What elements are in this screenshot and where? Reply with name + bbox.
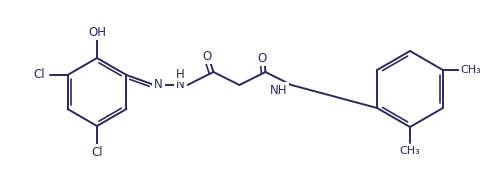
Text: N: N bbox=[154, 79, 163, 92]
Text: OH: OH bbox=[88, 25, 106, 39]
Text: CH₃: CH₃ bbox=[400, 146, 420, 156]
Text: N: N bbox=[176, 79, 185, 92]
Text: O: O bbox=[258, 52, 267, 64]
Text: NH: NH bbox=[270, 84, 287, 97]
Text: Cl: Cl bbox=[34, 68, 46, 81]
Text: O: O bbox=[203, 50, 212, 62]
Text: CH₃: CH₃ bbox=[460, 65, 481, 75]
Text: Cl: Cl bbox=[91, 145, 103, 158]
Text: H: H bbox=[176, 67, 185, 81]
